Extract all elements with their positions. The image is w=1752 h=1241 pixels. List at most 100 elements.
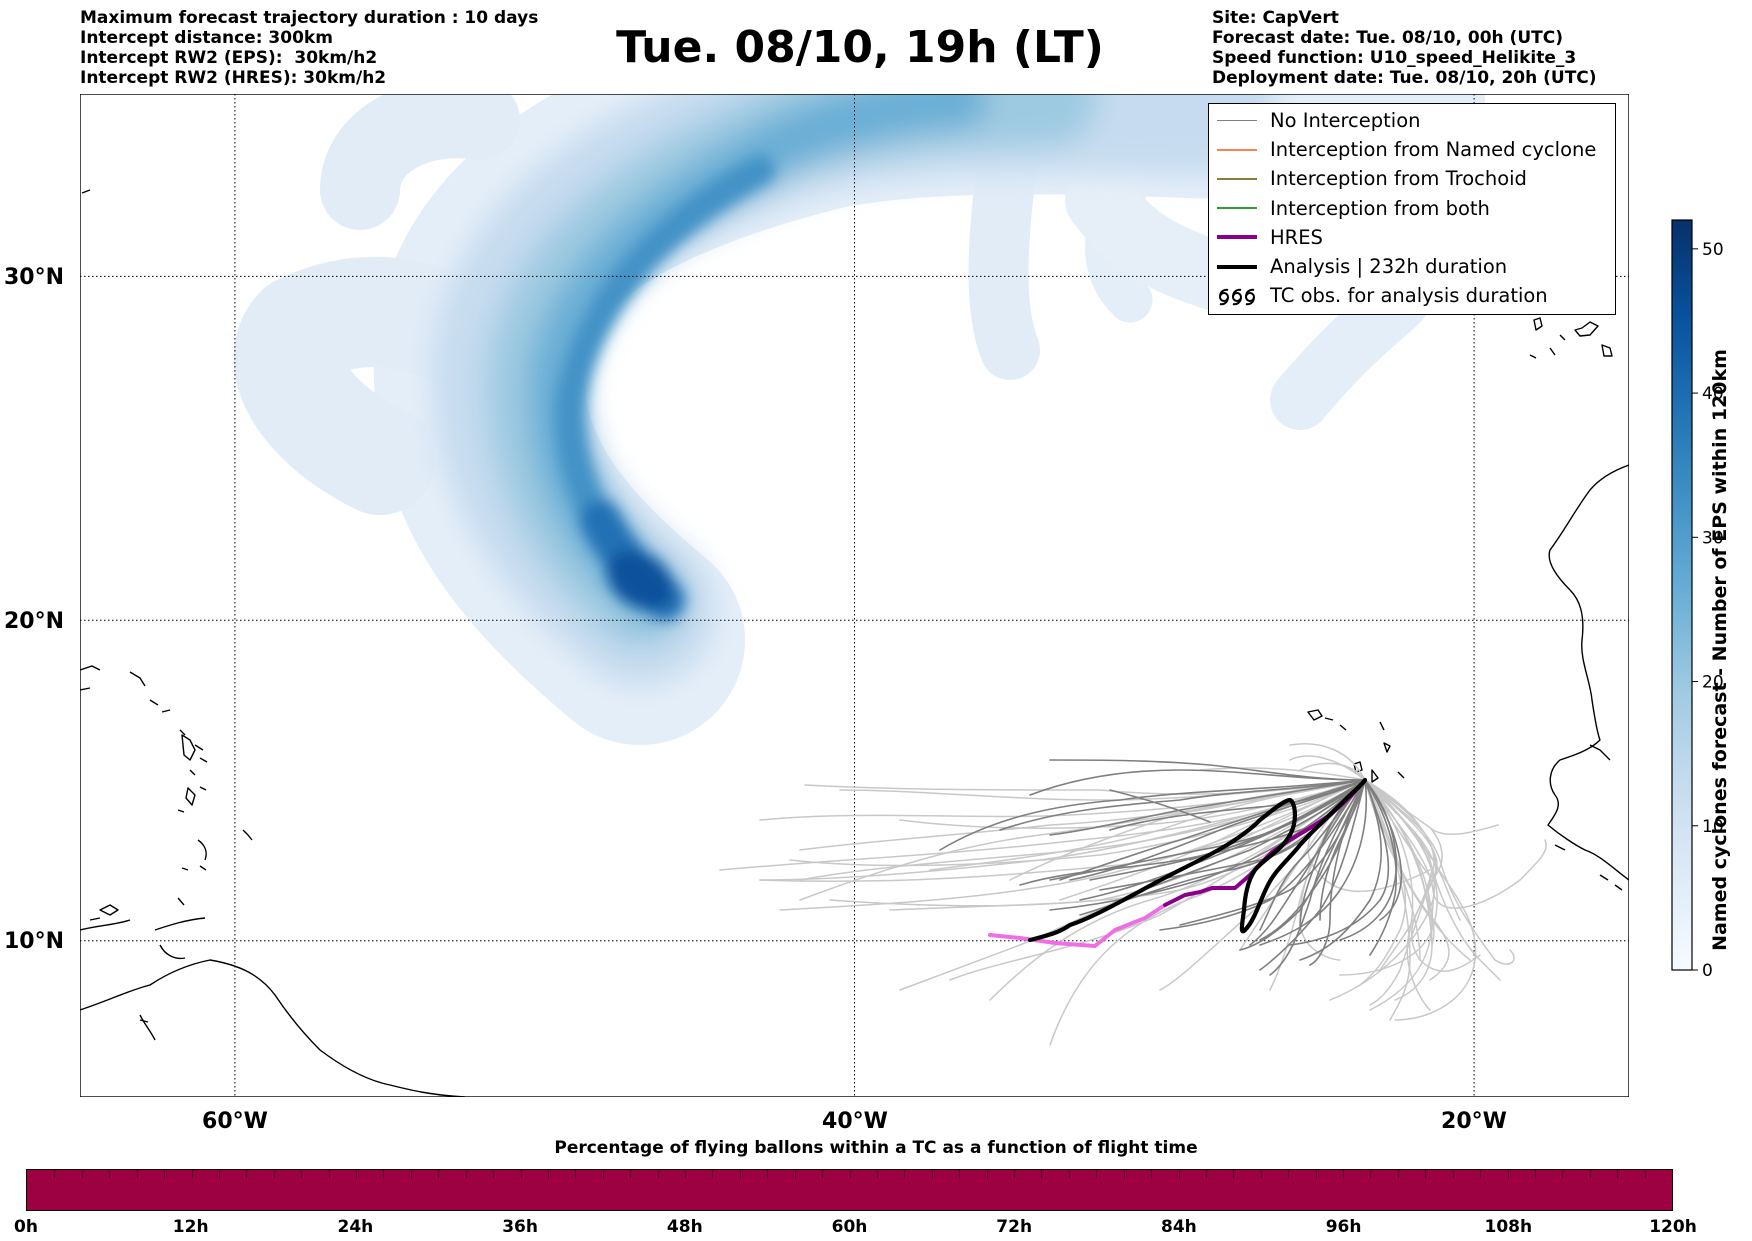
flight-time-colorbar-division: [493, 1170, 495, 1178]
flight-time-colorbar-division: [1562, 1170, 1564, 1178]
legend-label: Interception from Named cyclone: [1270, 138, 1597, 162]
legend-item-analysis: Analysis | 232h duration: [1209, 252, 1615, 281]
flight-time-colorbar-division: [1452, 1170, 1454, 1178]
flight-time-colorbar-division: [1480, 1170, 1482, 1178]
map-plot-area: [80, 94, 1629, 1097]
flight-time-colorbar-title: Percentage of flying ballons within a TC…: [554, 1138, 1198, 1158]
legend-item-no-interception: No Interception: [1209, 106, 1615, 135]
flight-time-tick-label: 24h: [337, 1217, 374, 1237]
flight-time-colorbar-division: [1205, 1170, 1207, 1178]
flight-time-colorbar-division: [657, 1170, 659, 1178]
legend: No Interception Interception from Named …: [1208, 103, 1616, 315]
header-right: Site: CapVert Forecast date: Tue. 08/10,…: [1212, 8, 1597, 88]
lat-label-30n: 30°N: [4, 265, 64, 290]
flight-time-colorbar-division: [81, 1170, 83, 1178]
flight-time-colorbar-division: [1260, 1170, 1262, 1178]
legend-line-swatch: [1216, 227, 1258, 247]
legend-label: HRES: [1270, 225, 1323, 249]
flight-time-colorbar-division: [1288, 1170, 1290, 1178]
flight-time-colorbar-division: [465, 1170, 467, 1178]
eps-colorbar-tick-label: 20: [1702, 673, 1724, 693]
legend-line-swatch: [1216, 169, 1258, 189]
eps-colorbar-tick-label: 50: [1702, 240, 1724, 260]
flight-time-colorbar-division: [739, 1170, 741, 1178]
legend-item-trochoid: Interception from Trochoid: [1209, 164, 1615, 193]
lon-label-40w: 40°W: [822, 1109, 888, 1134]
eps-colorbar-tick-label: 40: [1702, 384, 1724, 404]
flight-time-tick-label: 60h: [831, 1217, 868, 1237]
eps-colorbar-label: Named cyclones forecast - Number of EPS …: [1709, 349, 1731, 951]
flight-time-colorbar-division: [54, 1170, 56, 1178]
flight-time-colorbar-division: [1123, 1170, 1125, 1178]
flight-time-tick-label: 36h: [502, 1217, 538, 1237]
flight-time-colorbar-division: [931, 1170, 933, 1178]
flight-time-colorbar-division: [1014, 1170, 1015, 1178]
deployment-date-text: Deployment date: Tue. 08/10, 20h (UTC): [1212, 68, 1597, 88]
gridlines: [80, 94, 1629, 1097]
flight-time-colorbar-division: [1617, 1170, 1619, 1178]
flight-time-colorbar-division: [1178, 1170, 1180, 1178]
eps-colorbar-tick-label: 10: [1702, 817, 1724, 837]
speed-function-text: Speed function: U10_speed_Helikite_3: [1212, 48, 1577, 68]
legend-line-swatch: [1216, 198, 1258, 218]
intercept-distance-text: Intercept distance: 300km: [80, 28, 333, 48]
flight-time-tick-label: 84h: [1161, 1217, 1197, 1237]
flight-time-colorbar-division: [822, 1170, 824, 1178]
flight-time-colorbar-division: [1425, 1170, 1427, 1178]
flight-time-colorbar-division: [685, 1170, 686, 1178]
lon-label-20w: 20°W: [1441, 1109, 1507, 1134]
forecast-date-text: Forecast date: Tue. 08/10, 00h (UTC): [1212, 28, 1563, 48]
flight-time-colorbar-division: [986, 1170, 988, 1178]
flight-time-tick-label: 12h: [172, 1217, 209, 1237]
flight-time-colorbar-division: [767, 1170, 769, 1178]
flight-time-tick-label: 120h: [1649, 1217, 1697, 1237]
flight-time-tick-label: 96h: [1325, 1217, 1362, 1237]
flight-time-colorbar-division: [1397, 1170, 1399, 1178]
site-text: Site: CapVert: [1212, 8, 1339, 28]
legend-line-swatch: [1216, 111, 1258, 131]
legend-item-hres: HRES: [1209, 223, 1615, 252]
flight-time-colorbar-division: [328, 1170, 330, 1178]
flight-time-colorbar-division: [109, 1170, 111, 1178]
flight-time-colorbar-division: [1534, 1170, 1536, 1178]
flight-time-colorbar-division: [1096, 1170, 1098, 1178]
legend-item-named-cyclone: Interception from Named cyclone: [1209, 135, 1615, 164]
flight-time-tick-label: 48h: [666, 1217, 703, 1237]
flight-time-colorbar-division: [383, 1170, 385, 1178]
cyclone-symbol-icon: [1216, 286, 1258, 306]
flight-time-tick-label: 0h: [14, 1217, 38, 1237]
flight-time-colorbar-division: [575, 1170, 577, 1178]
flight-time-colorbar: [26, 1169, 1673, 1211]
flight-time-tick-label: 72h: [996, 1217, 1033, 1237]
flight-time-colorbar-division: [1589, 1170, 1591, 1178]
lat-label-20n: 20°N: [4, 609, 64, 634]
flight-time-colorbar-division: [1315, 1170, 1317, 1178]
legend-line-swatch: [1216, 257, 1258, 277]
page-title: Tue. 08/10, 19h (LT): [616, 22, 1104, 73]
flight-time-colorbar-division: [164, 1170, 166, 1178]
coastlines: [80, 189, 1629, 1097]
header-left: Maximum forecast trajectory duration : 1…: [80, 8, 538, 88]
legend-item-tc-obs: TC obs. for analysis duration: [1209, 281, 1615, 310]
flight-time-colorbar-division: [630, 1170, 632, 1178]
legend-item-both: Interception from both: [1209, 194, 1615, 223]
flight-time-colorbar-ticks: 0h 12h 24h 36h 48h 60h 72h 84h 96h 108h 120h: [14, 1211, 1697, 1241]
flight-time-colorbar-division: [356, 1170, 357, 1178]
legend-label: TC obs. for analysis duration: [1270, 284, 1548, 308]
flight-time-colorbar-division: [1041, 1170, 1043, 1178]
eps-colorbar-tick-label: 0: [1702, 961, 1713, 981]
analysis-track: [1027, 777, 1368, 943]
flight-time-colorbar-division: [849, 1170, 851, 1178]
eps-colorbar-tick-label: 30: [1702, 528, 1724, 548]
flight-time-colorbar-division: [1507, 1170, 1509, 1178]
eps-density-plume: [233, 94, 1485, 745]
legend-label: No Interception: [1270, 109, 1421, 133]
lat-label-10n: 10°N: [4, 929, 64, 954]
legend-line-swatch: [1216, 140, 1258, 160]
flight-time-colorbar-division: [876, 1170, 878, 1178]
flight-time-colorbar-division: [191, 1170, 193, 1178]
flight-time-tick-label: 108h: [1484, 1217, 1533, 1237]
flight-time-colorbar-division: [602, 1170, 604, 1178]
legend-label: Interception from both: [1270, 196, 1490, 220]
